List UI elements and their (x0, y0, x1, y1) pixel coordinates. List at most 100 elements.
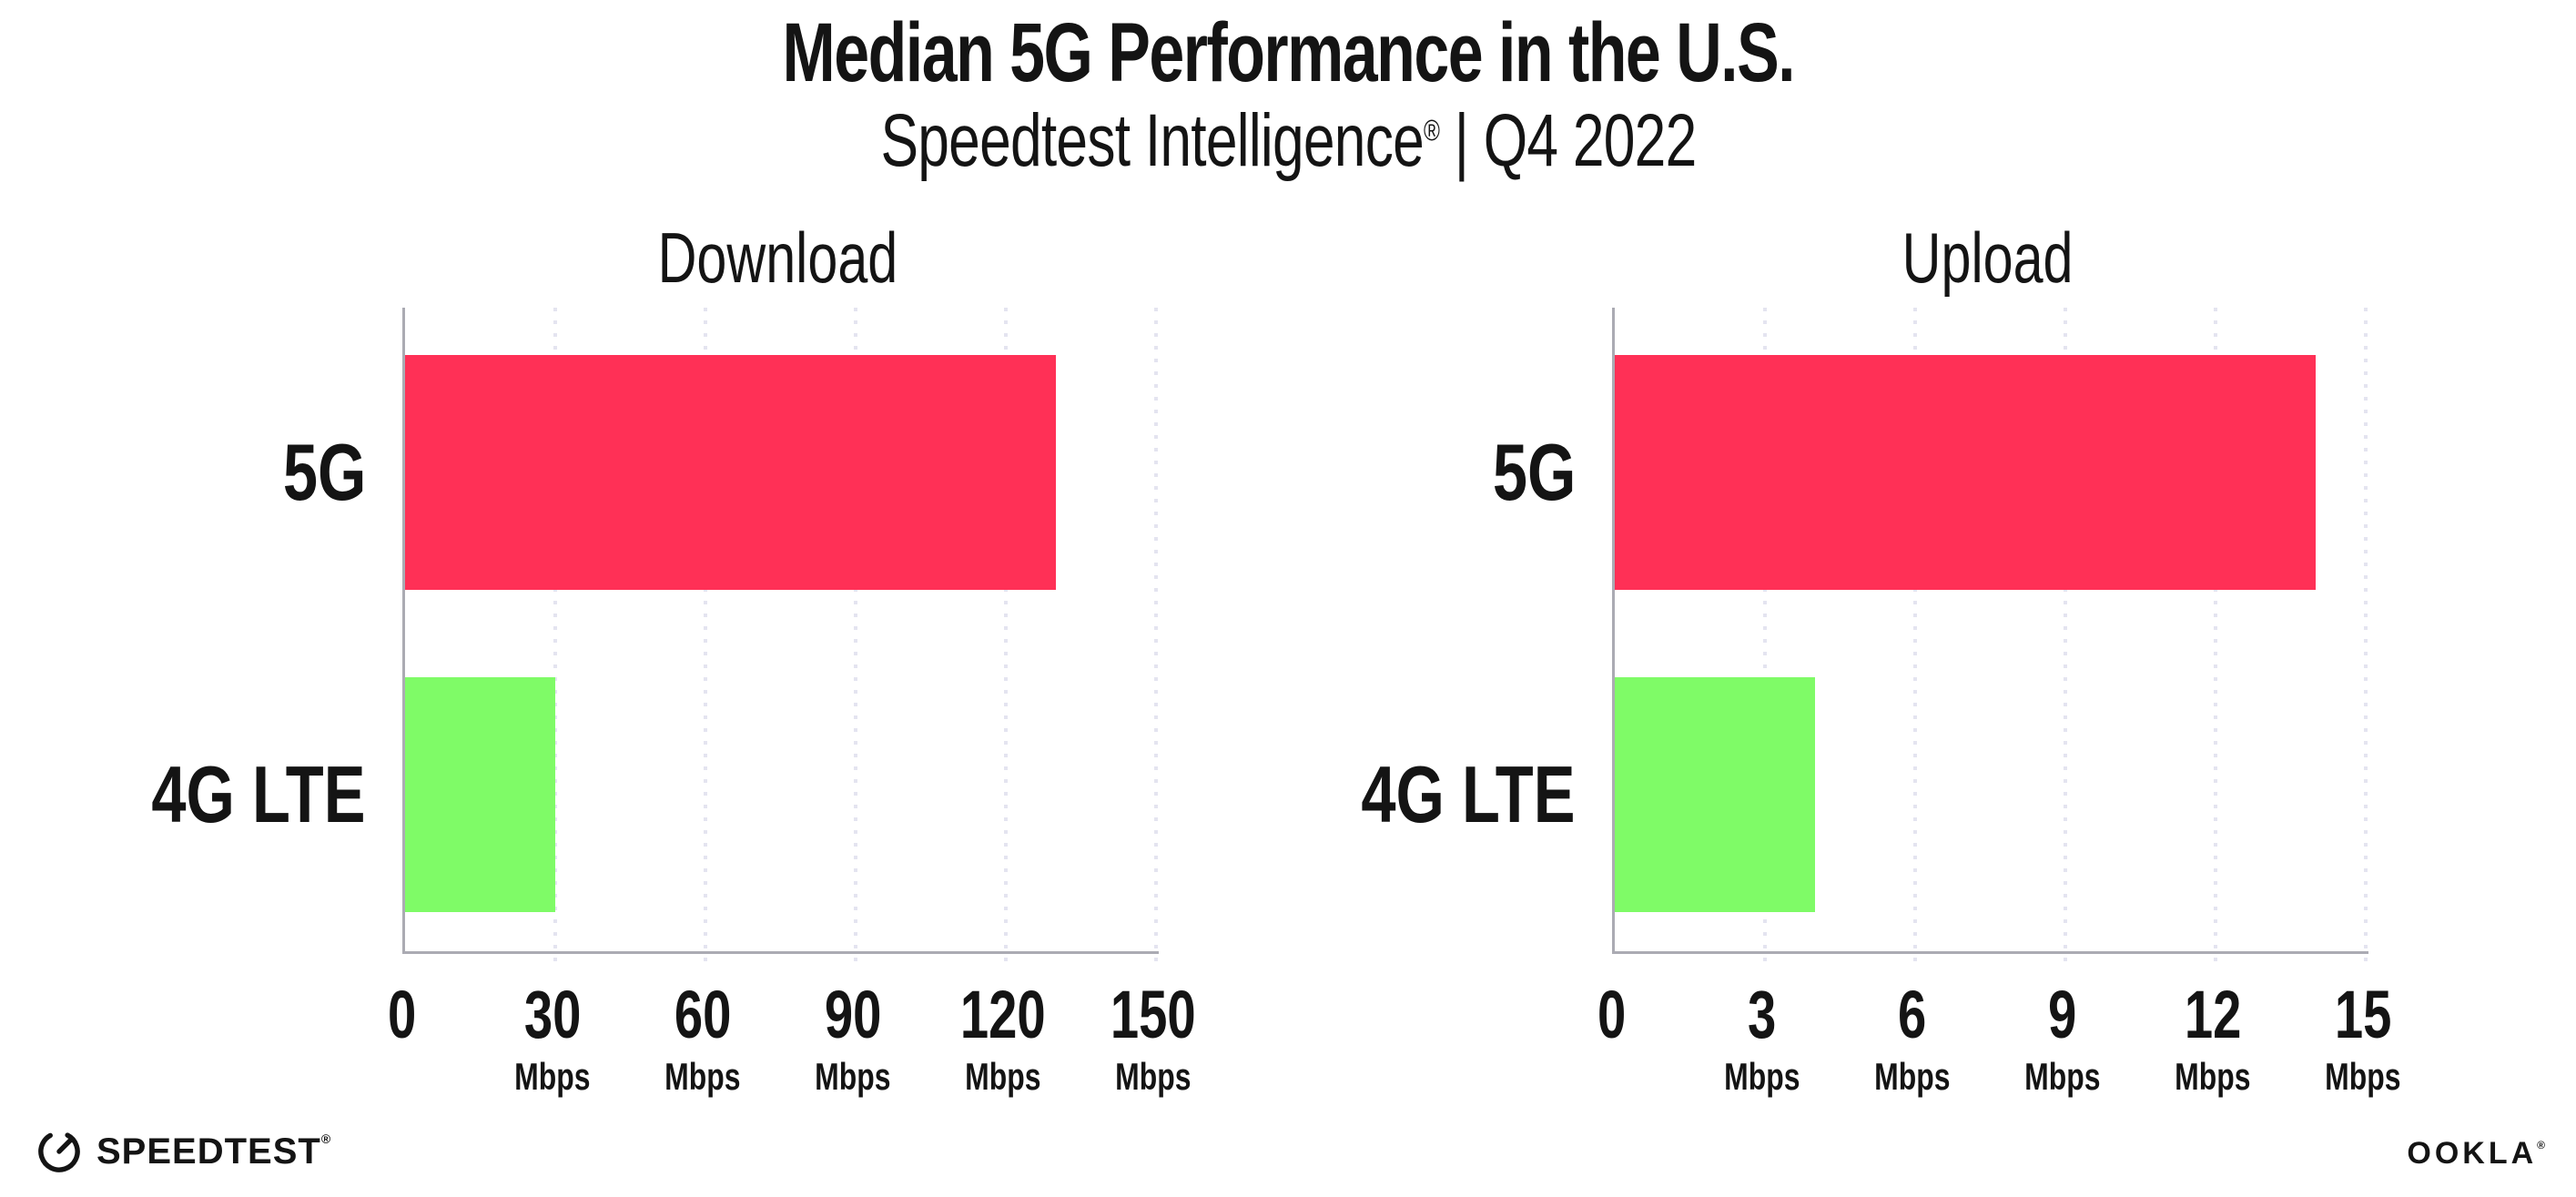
x-tick-150: 150 Mbps (1071, 981, 1235, 1096)
x-tick-12: 12 Mbps (2131, 981, 2295, 1096)
tick-value: 15 (2281, 981, 2445, 1049)
plot-area-download (402, 308, 1159, 968)
tick-value: 0 (1530, 981, 1694, 1049)
page-subtitle-text: Speedtest Intelligence® | Q4 2022 (879, 99, 1697, 182)
tick-value-text: 0 (1597, 977, 1627, 1052)
category-label-text: 5G (282, 427, 366, 517)
speedtest-wordmark: SPEEDTEST® (96, 1131, 331, 1172)
ookla-registered-mark: ® (2537, 1139, 2549, 1151)
speedtest-logo: SPEEDTEST® (36, 1129, 331, 1174)
tick-unit-text: Mbps (2024, 1055, 2101, 1098)
tick-unit-text: Mbps (664, 1055, 741, 1098)
tick-unit-text: Mbps (1115, 1055, 1192, 1098)
tick-value-text: 9 (2048, 977, 2077, 1052)
registered-mark: ® (1423, 114, 1440, 147)
tick-value: 6 (1831, 981, 1994, 1049)
category-label-text: 5G (1492, 427, 1576, 517)
gridline (2364, 308, 2368, 968)
tick-unit: Mbps (2131, 1058, 2295, 1096)
tick-unit: Mbps (1071, 1058, 1235, 1096)
gridline (1004, 308, 1008, 968)
speedtest-registered-mark: ® (320, 1131, 332, 1146)
plot-area-upload (1612, 308, 2368, 968)
x-tick-15: 15 Mbps (2281, 981, 2445, 1096)
x-tick-0: 0 (1530, 981, 1694, 1049)
tick-unit-text: Mbps (815, 1055, 891, 1098)
tick-value: 120 (921, 981, 1085, 1049)
tick-unit: Mbps (2281, 1058, 2445, 1096)
tick-value-text: 0 (388, 977, 417, 1052)
x-tick-30: 30 Mbps (471, 981, 634, 1096)
tick-value: 150 (1071, 981, 1235, 1049)
x-tick-3: 3 Mbps (1680, 981, 1844, 1096)
tick-value: 0 (320, 981, 484, 1049)
x-tick-0: 0 (320, 981, 484, 1049)
tick-unit: Mbps (471, 1058, 634, 1096)
bar-4g-lte-download (405, 677, 555, 912)
category-label-4g-lte: 4G LTE (1230, 755, 1576, 835)
category-label-5g: 5G (20, 432, 366, 512)
tick-unit: Mbps (1680, 1058, 1844, 1096)
gridline (553, 308, 557, 968)
category-label-text: 4G LTE (1361, 749, 1576, 839)
tick-unit-text: Mbps (514, 1055, 591, 1098)
tick-value-text: 3 (1748, 977, 1777, 1052)
tick-unit: Mbps (771, 1058, 935, 1096)
tick-value-text: 12 (2184, 977, 2242, 1052)
tick-value-text: 60 (674, 977, 732, 1052)
tick-value: 12 (2131, 981, 2295, 1049)
x-tick-120: 120 Mbps (921, 981, 1085, 1096)
tick-value: 30 (471, 981, 634, 1049)
tick-value-text: 150 (1111, 977, 1196, 1052)
tick-value-text: 6 (1898, 977, 1927, 1052)
chart-title-text: Upload (1902, 218, 2074, 298)
tick-unit-text: Mbps (1874, 1055, 1951, 1098)
tick-unit: Mbps (1831, 1058, 1994, 1096)
tick-value: 3 (1680, 981, 1844, 1049)
tick-unit: Mbps (921, 1058, 1085, 1096)
bar-4g-lte-upload (1615, 677, 1815, 912)
tick-unit-text: Mbps (2175, 1055, 2251, 1098)
subtitle-period: | Q4 2022 (1438, 99, 1697, 182)
ookla-label: OOKLA (2407, 1136, 2538, 1171)
category-label-text: 4G LTE (151, 749, 366, 839)
x-tick-9: 9 Mbps (1981, 981, 2145, 1096)
page-subtitle: Speedtest Intelligence® | Q4 2022 (0, 99, 2576, 182)
gridline (1763, 308, 1767, 968)
gridline (704, 308, 707, 968)
tick-unit-text: Mbps (965, 1055, 1041, 1098)
x-tick-60: 60 Mbps (621, 981, 785, 1096)
gridline (854, 308, 857, 968)
tick-value-text: 90 (824, 977, 882, 1052)
tick-unit-text: Mbps (1724, 1055, 1800, 1098)
tick-unit: Mbps (1981, 1058, 2145, 1096)
page-title: Median 5G Performance in the U.S. (0, 9, 2576, 97)
tick-value-text: 15 (2334, 977, 2392, 1052)
chart-title-download: Download (402, 222, 1153, 293)
page-title-text: Median 5G Performance in the U.S. (782, 6, 1795, 99)
ookla-logo: OOKLA® (2407, 1136, 2549, 1172)
gridline (1154, 308, 1158, 968)
bar-5g-upload (1615, 355, 2316, 590)
category-label-5g: 5G (1230, 432, 1576, 512)
gauge-icon (38, 1131, 80, 1172)
tick-value: 9 (1981, 981, 2145, 1049)
chart-title-upload: Upload (1612, 222, 2363, 293)
gridline (1913, 308, 1917, 968)
tick-value-text: 120 (960, 977, 1046, 1052)
gridline (2214, 308, 2217, 968)
gridline (2064, 308, 2067, 968)
x-tick-6: 6 Mbps (1831, 981, 1994, 1096)
bar-5g-download (405, 355, 1056, 590)
category-label-4g-lte: 4G LTE (20, 755, 366, 835)
tick-unit-text: Mbps (2325, 1055, 2401, 1098)
tick-value: 90 (771, 981, 935, 1049)
speedtest-label: SPEEDTEST (96, 1131, 321, 1172)
chart-title-text: Download (657, 218, 898, 298)
tick-value-text: 30 (523, 977, 582, 1052)
subtitle-brand: Speedtest Intelligence (879, 99, 1424, 182)
tick-unit: Mbps (621, 1058, 785, 1096)
x-tick-90: 90 Mbps (771, 981, 935, 1096)
tick-value: 60 (621, 981, 785, 1049)
